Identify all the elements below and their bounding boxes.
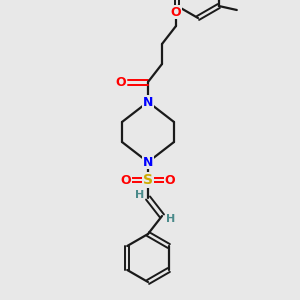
Text: S: S [143,173,153,187]
Text: O: O [121,173,131,187]
Text: O: O [116,76,126,88]
Text: O: O [165,173,175,187]
Text: N: N [143,155,153,169]
Text: H: H [135,190,145,200]
Text: H: H [167,214,176,224]
Text: N: N [143,95,153,109]
Text: O: O [171,5,181,19]
